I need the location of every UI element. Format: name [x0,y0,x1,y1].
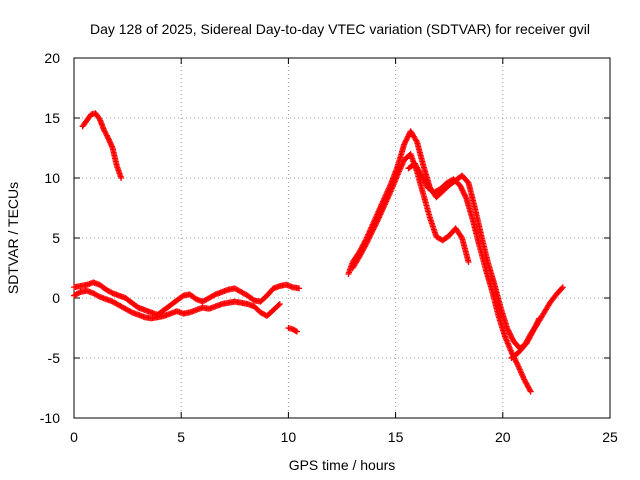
data-point [367,231,374,238]
data-point [105,136,112,143]
data-point [507,332,514,339]
data-point [460,188,467,195]
data-point [506,328,513,335]
data-point [458,186,465,193]
data-point [458,184,465,191]
data-point [405,133,412,140]
x-tick-label: 20 [495,429,511,445]
x-axis-label: GPS time / hours [289,457,396,473]
grid-layer [74,58,610,418]
data-point [366,234,373,241]
data-point [508,349,515,355]
data-point [401,140,408,147]
data-point [505,327,512,334]
chart-title: Day 128 of 2025, Sidereal Day-to-day VTE… [90,21,590,37]
data-point [509,335,516,342]
data-point [372,221,379,228]
data-point [460,190,467,197]
series-afternoon-c [405,160,534,395]
data-point [371,223,378,230]
series-short-segment [285,325,300,335]
data-point [402,138,409,145]
tick-layer: 0 5 10 15 20 25 -10 -5 0 5 10 15 20 [40,50,618,445]
data-point [527,388,534,395]
data-point [459,187,466,194]
x-tick-label: 10 [281,429,297,445]
x-tick-label: 15 [388,429,404,445]
data-point [372,222,379,229]
data-point [504,326,511,333]
data-point [512,356,519,363]
data-point [559,284,566,291]
data-point [513,359,520,366]
x-tick-label: 25 [602,429,618,445]
y-tick-label: 15 [44,110,60,126]
y-tick-label: 5 [52,230,60,246]
x-tick-label: 0 [70,429,78,445]
data-point [108,143,115,150]
data-point [369,227,376,234]
data-point [293,328,300,335]
data-point [107,139,114,146]
data-point [462,192,469,199]
data-point [462,194,469,201]
data-point [108,142,115,149]
y-tick-label: -5 [48,350,61,366]
data-point [365,236,372,243]
data-point [514,360,521,367]
data-point [365,235,372,242]
y-tick-label: 20 [44,50,60,66]
data-point [105,135,112,142]
data-point [457,183,464,190]
series-early-peak [79,110,125,181]
series-baseline-lower [71,287,283,322]
y-tick-label: -10 [40,410,60,426]
data-point [374,217,381,224]
series-afternoon-b [349,151,472,271]
data-point [364,238,371,245]
data-layer [71,110,566,395]
data-point [458,233,465,240]
data-point [506,330,513,337]
data-point [507,331,514,338]
data-point [275,302,282,308]
data-point [456,182,463,189]
data-point [369,229,376,235]
data-point [363,239,370,246]
data-point [403,136,410,143]
data-point [368,230,375,237]
data-point [512,358,519,365]
data-point [362,242,369,249]
data-point [526,387,533,394]
data-point [370,226,377,233]
data-point [106,138,113,145]
data-point [367,232,374,239]
y-axis-label: SDTVAR / TECUs [5,182,21,294]
data-point [401,141,408,148]
series-baseline-upper [71,279,303,318]
data-point [373,219,380,226]
data-point [465,259,472,265]
data-point [413,137,420,144]
x-tick-label: 5 [177,429,185,445]
data-point [461,191,468,198]
y-tick-label: 0 [52,290,60,306]
data-point [276,301,283,307]
data-point [558,285,565,292]
data-point [403,137,410,144]
data-point [374,218,381,225]
data-point [508,334,515,341]
series-evening [508,284,566,361]
data-point [118,175,125,181]
data-point [107,140,114,147]
data-point [296,285,303,292]
y-tick-label: 10 [44,170,60,186]
data-point [361,243,368,250]
data-point [363,240,370,247]
data-point [404,134,411,141]
data-point [370,225,377,232]
